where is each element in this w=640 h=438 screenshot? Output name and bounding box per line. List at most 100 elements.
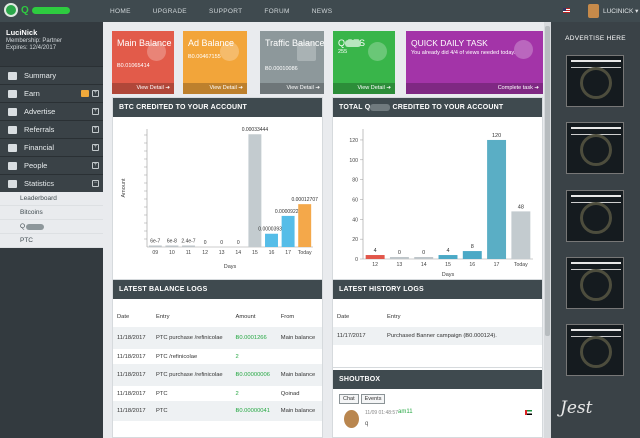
- bar-value-label: 0: [220, 240, 223, 246]
- bar-value-label: 8: [471, 244, 474, 250]
- cell-from: Main balance: [276, 364, 322, 386]
- cell-from: Main balance: [276, 327, 322, 349]
- table-row: 11/18/2017 PTC purchase /refinicolae Ƀ0.…: [113, 364, 322, 386]
- sidebar-item-summary[interactable]: Summary: [0, 66, 103, 84]
- chart-bar: [281, 215, 295, 247]
- expand-icon[interactable]: +: [92, 90, 99, 97]
- panel-title: TOTAL Q CREDITED TO YOUR ACCOUNT: [333, 98, 542, 117]
- bar-value-label: 4: [446, 248, 449, 254]
- sidebar-item-label: Financial: [24, 143, 55, 152]
- view-detail-link[interactable]: View Detail ➔: [112, 83, 174, 94]
- cell-date: 11/18/2017: [113, 364, 152, 386]
- bar-value-label: 0.00012707: [291, 197, 318, 203]
- shout-user[interactable]: am11: [398, 409, 413, 415]
- ad-banner[interactable]: [566, 324, 624, 376]
- sidebar-item-statistics[interactable]: Statistics −: [0, 174, 103, 192]
- bitcoin-logo: [580, 67, 612, 99]
- logo[interactable]: Q: [4, 3, 71, 17]
- ad-banner[interactable]: [566, 122, 624, 174]
- shout-text: q: [365, 421, 369, 427]
- bar-value-label: 48: [518, 204, 524, 210]
- nav-home[interactable]: HOME: [110, 7, 131, 15]
- submenu-ptc[interactable]: PTC: [0, 234, 103, 248]
- sidebar-item-referrals[interactable]: Referrals +: [0, 120, 103, 138]
- profile-name: LuciNick: [6, 28, 38, 37]
- ad-banner[interactable]: [566, 257, 624, 309]
- chart-bar: [389, 257, 409, 259]
- expand-icon[interactable]: +: [92, 108, 99, 115]
- scrollbar-thumb[interactable]: [545, 26, 550, 336]
- sidebar-item-label: Summary: [24, 71, 57, 80]
- nav-support[interactable]: SUPPORT: [208, 7, 243, 15]
- cell-date: 11/18/2017: [117, 390, 146, 397]
- quick-daily-task-card: QUICK DAILY TASK You already did 4/4 of …: [406, 31, 543, 94]
- nav-news[interactable]: NEWS: [311, 7, 333, 15]
- bitcoin-logo: [580, 202, 612, 234]
- points-card: Q PTS 255 View Detail ➔: [333, 31, 395, 94]
- col-date: Date: [337, 314, 350, 320]
- total-credited-panel: TOTAL Q CREDITED TO YOUR ACCOUNT 0 20 40 60…: [332, 97, 543, 285]
- expand-icon[interactable]: +: [92, 144, 99, 151]
- ad-banner[interactable]: [566, 190, 624, 242]
- x-tick-label: 12: [202, 250, 208, 256]
- sidebar-item-advertise[interactable]: Advertise +: [0, 102, 103, 120]
- panel-title-a: TOTAL Q: [339, 104, 371, 111]
- x-tick-label: 10: [169, 250, 175, 256]
- redaction-mark: [345, 40, 361, 47]
- sidebar-item-financial[interactable]: Financial +: [0, 138, 103, 156]
- main-balance-card: Main Balance Ƀ0.01065414 View Detail ➔: [112, 31, 174, 94]
- tab-chat[interactable]: Chat: [339, 394, 359, 404]
- user-avatar[interactable]: [344, 410, 359, 428]
- y-axis-label: Amount: [121, 178, 127, 197]
- submenu-q[interactable]: Q: [0, 220, 103, 234]
- history-logs-panel: LATEST HISTORY LOGS Date Entry 11/17/201…: [332, 279, 543, 369]
- profile-block: LuciNick Membership: Partner Expires: 12…: [0, 22, 103, 66]
- bar-chart-icon: [8, 179, 17, 188]
- sidebar-item-earn[interactable]: Earn +: [0, 84, 103, 102]
- card-value: 255: [338, 49, 348, 55]
- submenu-leaderboard[interactable]: Leaderboard: [0, 192, 103, 206]
- ad-banner[interactable]: [566, 55, 624, 107]
- us-flag-icon[interactable]: [563, 8, 570, 13]
- total-bar-chart: 0204060801001204120130144158161201748Tod…: [349, 129, 533, 278]
- signature-watermark: Jest: [560, 398, 593, 418]
- nav-upgrade[interactable]: UPGRADE: [152, 7, 187, 15]
- y-tick-label: 60: [352, 197, 358, 203]
- panel-title: SHOUTBOX: [333, 370, 542, 389]
- tab-events[interactable]: Events: [360, 394, 386, 404]
- sidebar-item-people[interactable]: People +: [0, 156, 103, 174]
- col-date: Date: [117, 314, 130, 320]
- expand-icon[interactable]: +: [92, 126, 99, 133]
- users-icon: [8, 125, 17, 134]
- view-detail-link[interactable]: View Detail ➔: [333, 83, 395, 94]
- complete-task-link[interactable]: Complete task ➔: [406, 83, 543, 94]
- ad-balance-card: Ad Balance Ƀ0.00467155 View Detail ➔: [183, 31, 247, 94]
- chart-bar: [298, 204, 312, 247]
- task-status-text: You already did 4/4 of views needed toda…: [411, 50, 516, 56]
- table-row: 11/17/2017 Purchased Banner campaign (Ƀ0…: [333, 327, 542, 345]
- chart-bar: [265, 233, 278, 247]
- cell-entry: PTC purchase /refinicolae: [151, 364, 232, 386]
- collapse-icon[interactable]: −: [92, 180, 99, 187]
- cell-amount: Ƀ0.0001266: [231, 327, 277, 349]
- y-tick-label: 20: [352, 237, 358, 243]
- wallet-icon: [8, 143, 17, 152]
- shout-message: 11/09 01:48:57 am11 q: [339, 408, 536, 434]
- user-avatar[interactable]: [588, 4, 599, 18]
- bitcoin-logo: [580, 269, 612, 301]
- submenu-bitcoins[interactable]: Bitcoins: [0, 206, 103, 220]
- cell-amount: Ƀ0.00000006: [231, 364, 277, 386]
- user-menu[interactable]: LUCINICK ▾: [603, 8, 639, 15]
- chart-bar: [248, 134, 262, 247]
- x-tick-label: 12: [372, 262, 378, 268]
- view-detail-link[interactable]: View Detail ➔: [183, 83, 247, 94]
- x-tick-label: 13: [397, 262, 403, 268]
- expand-icon[interactable]: +: [92, 162, 99, 169]
- view-detail-link[interactable]: View Detail ➔: [260, 83, 324, 94]
- bar-value-label: 0: [204, 240, 207, 246]
- x-tick-label: 15: [445, 262, 451, 268]
- cell-entry: PTC: [155, 390, 168, 397]
- shout-time: 11/09 01:48:57: [365, 410, 398, 416]
- cell-amount: Ƀ0.00000041: [231, 401, 277, 421]
- nav-forum[interactable]: FORUM: [264, 7, 290, 15]
